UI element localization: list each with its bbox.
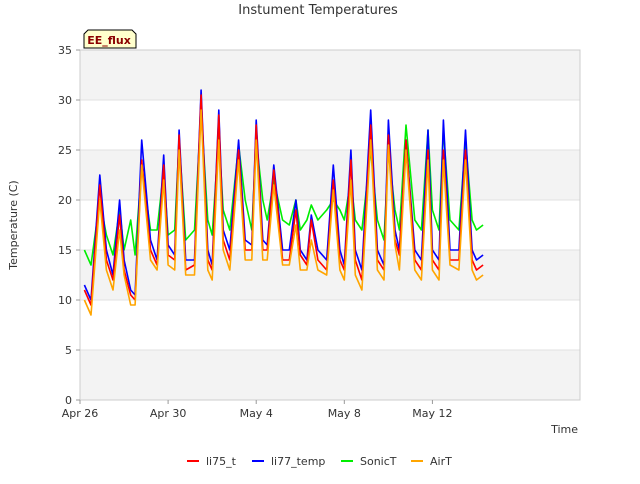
- y-tick-label: 5: [65, 344, 72, 357]
- legend-label: li77_temp: [271, 455, 325, 468]
- legend-label: AirT: [430, 455, 452, 468]
- grid-band: [80, 250, 580, 300]
- y-tick-label: 0: [65, 394, 72, 407]
- x-axis-label: Time: [550, 423, 578, 436]
- legend-item-sonict: SonicT: [341, 455, 397, 468]
- y-tick-label: 15: [58, 244, 72, 257]
- plot-frame: [79, 49, 581, 401]
- y-axis-ticks: 0 5 10 15 20 25 30 35: [58, 44, 80, 407]
- x-tick-label: May 12: [412, 407, 452, 420]
- grid-band: [80, 50, 580, 100]
- legend-label: SonicT: [360, 455, 397, 468]
- legend-item-li77-temp: li77_temp: [252, 455, 325, 468]
- grid-band: [80, 350, 580, 400]
- y-tick-label: 25: [58, 144, 72, 157]
- y-tick-label: 20: [58, 194, 72, 207]
- x-axis-ticks: Apr 26 Apr 30 May 4 May 8 May 12: [62, 400, 453, 420]
- x-tick-label: May 4: [240, 407, 273, 420]
- series-line-airt: [83, 109, 484, 316]
- site-badge-label: EE_flux: [87, 34, 131, 47]
- series-line-li75-t: [83, 94, 484, 306]
- chart-title: Instument Temperatures: [238, 3, 398, 18]
- series-line-li77-temp: [83, 89, 484, 301]
- y-tick-label: 30: [58, 94, 72, 107]
- series-line-sonict: [83, 109, 484, 266]
- y-tick-label: 10: [58, 294, 72, 307]
- x-tick-label: May 8: [328, 407, 361, 420]
- legend-label: li75_t: [206, 455, 237, 468]
- x-tick-label: Apr 30: [150, 407, 187, 420]
- grid-band: [80, 150, 580, 200]
- site-badge: EE_flux: [83, 29, 137, 49]
- legend-item-airt: AirT: [411, 455, 452, 468]
- y-tick-label: 35: [58, 44, 72, 57]
- legend: li75_t li77_temp SonicT AirT: [187, 455, 452, 468]
- series-lines: [83, 89, 484, 316]
- x-tick-label: Apr 26: [62, 407, 99, 420]
- y-axis-label: Temperature (C): [7, 180, 20, 270]
- legend-item-li75-t: li75_t: [187, 455, 237, 468]
